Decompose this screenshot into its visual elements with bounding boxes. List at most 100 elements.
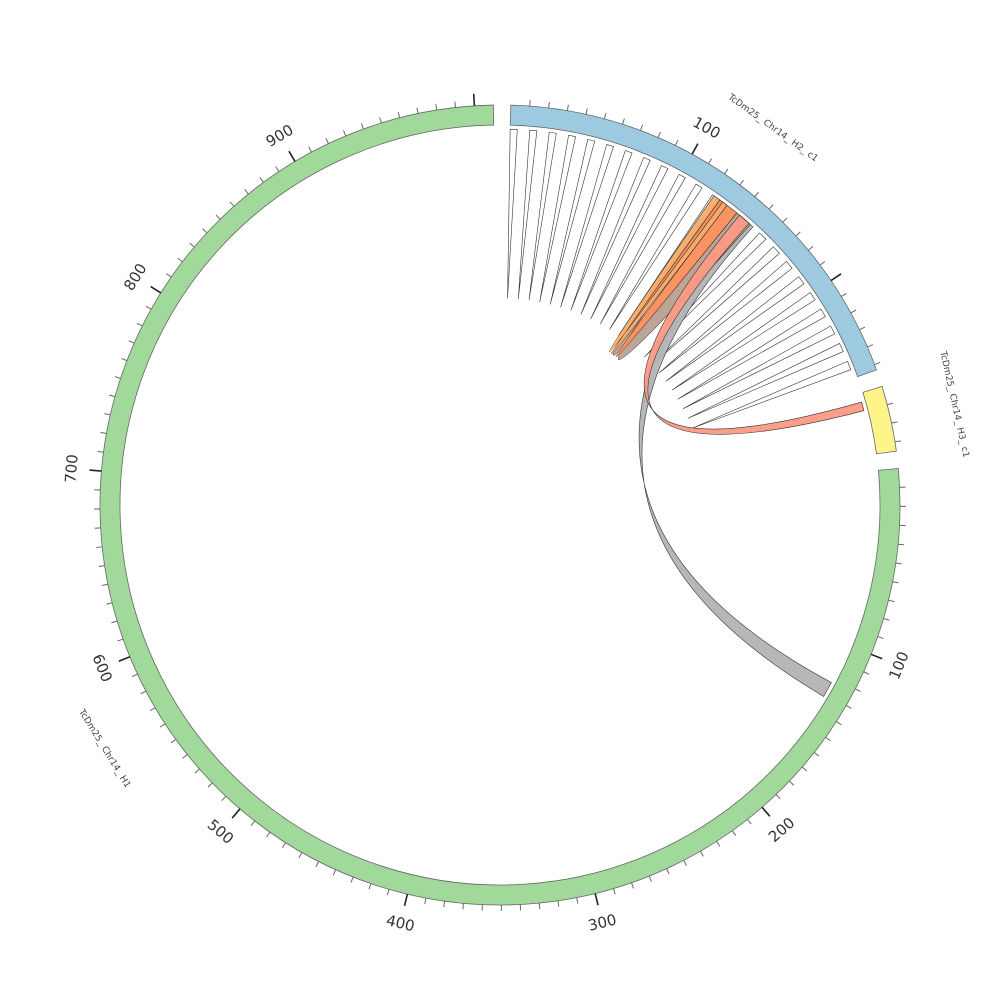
minor-tick bbox=[96, 546, 103, 548]
minor-tick bbox=[109, 394, 116, 398]
minor-tick bbox=[207, 782, 213, 788]
minor-tick bbox=[613, 888, 616, 895]
tick-label: 500 bbox=[204, 816, 237, 848]
link-ribbon bbox=[580, 157, 651, 315]
link-ribbon bbox=[671, 292, 816, 391]
tick-label: 900 bbox=[263, 121, 297, 151]
minor-tick bbox=[149, 707, 156, 712]
minor-tick bbox=[782, 217, 788, 223]
tick-label: 100 bbox=[885, 649, 912, 682]
major-tick bbox=[830, 273, 842, 282]
minor-tick bbox=[603, 112, 607, 119]
link-ribbon bbox=[528, 131, 557, 301]
minor-tick bbox=[813, 752, 820, 757]
minor-tick bbox=[548, 101, 550, 109]
minor-tick bbox=[768, 204, 774, 210]
tick-label: 200 bbox=[765, 814, 798, 846]
minor-tick bbox=[360, 123, 364, 130]
minor-tick bbox=[454, 101, 457, 108]
minor-tick bbox=[117, 638, 124, 642]
major-tick bbox=[761, 806, 771, 817]
minor-tick bbox=[282, 842, 287, 849]
minor-tick bbox=[888, 599, 895, 603]
minor-tick bbox=[443, 901, 446, 908]
minor-tick bbox=[887, 402, 894, 406]
minor-tick bbox=[877, 636, 884, 640]
major-tick bbox=[594, 893, 599, 906]
minor-tick bbox=[867, 344, 874, 348]
minor-tick bbox=[648, 875, 652, 882]
major-tick bbox=[288, 150, 296, 162]
minor-tick bbox=[708, 158, 713, 164]
minor-tick bbox=[98, 565, 105, 568]
minor-tick bbox=[631, 882, 634, 889]
minor-tick bbox=[379, 117, 382, 124]
minor-tick bbox=[259, 177, 264, 183]
minor-tick bbox=[229, 201, 235, 207]
minor-tick bbox=[215, 214, 221, 220]
minor-tick bbox=[640, 124, 644, 131]
minor-tick bbox=[121, 357, 128, 362]
minor-tick bbox=[266, 831, 271, 838]
tick-label: 100 bbox=[690, 113, 724, 143]
link-ribbon bbox=[570, 150, 633, 311]
link-ribbon bbox=[507, 128, 518, 299]
minor-tick bbox=[386, 889, 390, 896]
minor-tick bbox=[894, 440, 901, 443]
link-ribbon bbox=[590, 165, 669, 320]
minor-tick bbox=[874, 361, 881, 366]
tick-label: 400 bbox=[384, 911, 416, 935]
minor-tick bbox=[435, 104, 438, 111]
minor-tick bbox=[892, 581, 899, 584]
minor-tick bbox=[182, 754, 188, 759]
minor-tick bbox=[538, 903, 541, 910]
link-ribbon bbox=[560, 144, 614, 308]
minor-tick bbox=[557, 900, 560, 907]
minor-tick bbox=[350, 876, 354, 883]
minor-tick bbox=[308, 146, 312, 153]
minor-tick bbox=[101, 583, 109, 586]
minor-tick bbox=[416, 107, 419, 114]
minor-tick bbox=[221, 795, 227, 801]
minor-tick bbox=[368, 883, 372, 890]
minor-tick bbox=[836, 721, 842, 726]
tick-label: 800 bbox=[120, 260, 150, 294]
minor-tick bbox=[170, 738, 177, 744]
minor-tick bbox=[325, 138, 329, 144]
link-ribbon bbox=[539, 134, 576, 303]
ideogram-tcdm25-chr14-h3-c1 bbox=[862, 385, 897, 455]
link-ribbon bbox=[638, 214, 832, 697]
minor-tick bbox=[850, 309, 857, 314]
minor-tick bbox=[795, 231, 801, 237]
minor-tick bbox=[106, 602, 113, 605]
major-tick bbox=[691, 143, 699, 155]
minor-tick bbox=[622, 118, 625, 125]
tick-label: 300 bbox=[586, 911, 618, 935]
minor-tick bbox=[841, 292, 847, 297]
minor-tick bbox=[898, 543, 905, 546]
minor-tick bbox=[754, 191, 760, 197]
minor-tick bbox=[131, 673, 138, 678]
minor-tick bbox=[194, 768, 200, 774]
minor-tick bbox=[166, 273, 172, 278]
chromosome-label: TcDm25_ Chr14_ H3_ c1 bbox=[937, 349, 970, 458]
link-ribbon bbox=[658, 260, 793, 374]
major-tick bbox=[118, 656, 131, 663]
minor-tick bbox=[747, 819, 752, 825]
major-tick bbox=[231, 808, 241, 819]
link-ribbon bbox=[643, 214, 865, 435]
chromosome-label: TcDm25_ Chr14_ H2_ c1 bbox=[725, 92, 820, 164]
ideogram-tcdm25-chr14-h2-c1 bbox=[509, 104, 878, 378]
minor-tick bbox=[789, 780, 795, 786]
minor-tick bbox=[114, 376, 121, 379]
ticks-layer: 100 100 200 300 400 500 600 700 800 900 bbox=[61, 93, 913, 935]
minor-tick bbox=[462, 903, 464, 910]
minor-tick bbox=[819, 261, 826, 266]
minor-tick bbox=[397, 111, 401, 118]
tick-label: 600 bbox=[88, 651, 116, 684]
minor-tick bbox=[140, 690, 147, 695]
link-ribbon bbox=[677, 308, 826, 400]
minor-tick bbox=[424, 897, 427, 905]
link-ribbon bbox=[691, 360, 852, 429]
link-ribbon bbox=[608, 195, 728, 354]
